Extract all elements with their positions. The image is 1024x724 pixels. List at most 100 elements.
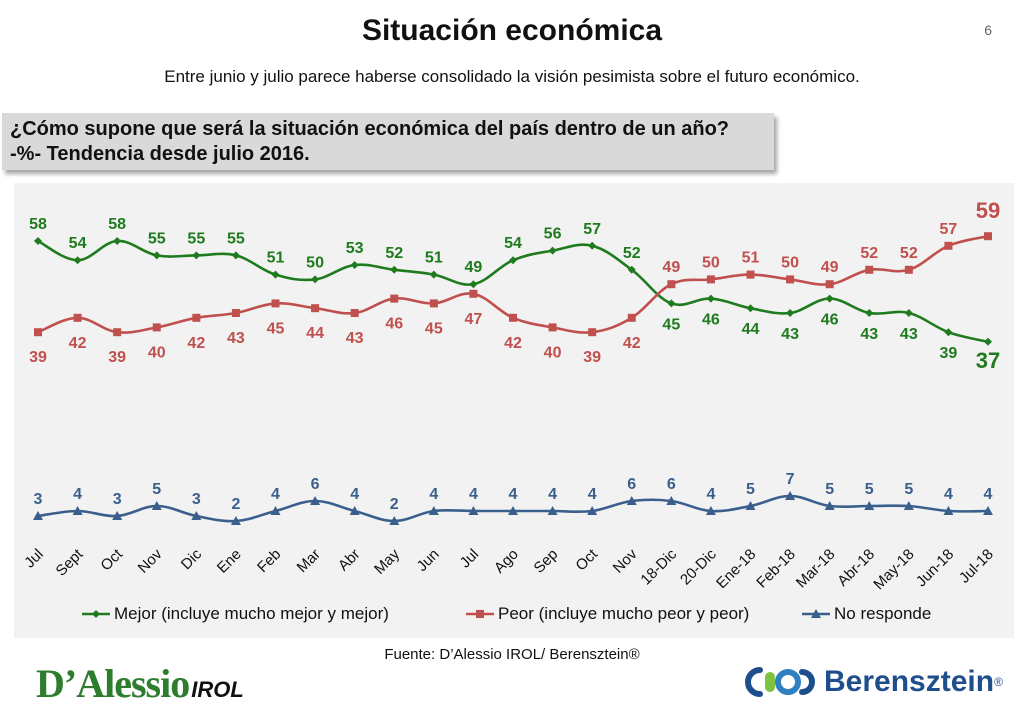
data-label-no-responde: 2 [390, 496, 399, 513]
data-label-no-responde: 4 [548, 486, 557, 503]
data-label-no-responde: 4 [984, 486, 993, 503]
data-label-no-responde: 3 [34, 491, 43, 508]
data-point-peor [271, 299, 280, 308]
data-point-mejor [113, 237, 122, 245]
data-label-peor: 42 [69, 335, 87, 352]
data-label-mejor: 50 [306, 254, 324, 271]
data-label-mejor: 43 [900, 326, 918, 343]
legend-marker-peor [476, 610, 484, 618]
data-point-peor [904, 265, 913, 274]
question-text: ¿Cómo supone que será la situación econó… [10, 118, 730, 140]
data-point-mejor [73, 256, 82, 265]
page-title: Situación económica [361, 14, 663, 47]
data-label-peor: 43 [346, 330, 364, 347]
data-point-no [428, 506, 439, 515]
data-point-mejor [984, 337, 992, 346]
data-label-peor: 39 [583, 349, 601, 366]
data-label-peor: 57 [940, 221, 958, 238]
data-point-peor [34, 328, 42, 337]
source-text: Fuente: D’Alessio IROL/ Berensztein® [384, 646, 640, 663]
data-point-mejor [548, 246, 557, 255]
data-point-mejor [667, 299, 676, 308]
data-point-no [943, 506, 954, 515]
data-label-mejor: 53 [346, 240, 364, 257]
data-point-peor [311, 304, 320, 313]
data-point-mejor [231, 251, 240, 260]
data-point-peor [192, 313, 201, 322]
data-point-no [389, 516, 400, 525]
data-point-no [864, 501, 875, 510]
data-point-mejor [350, 261, 359, 269]
data-point-no [72, 506, 83, 515]
data-label-peor: 45 [425, 320, 443, 337]
data-label-mejor: 39 [940, 345, 958, 362]
data-point-peor [548, 323, 557, 332]
data-point-no [547, 506, 558, 515]
legend-label-mejor: Mejor (incluye mucho mejor y mejor) [114, 604, 389, 623]
data-point-mejor [390, 265, 399, 274]
series-line-mejor [37, 239, 989, 344]
data-point-mejor [706, 294, 715, 303]
data-label-no-responde: 6 [667, 476, 676, 493]
data-label-no-responde: 5 [825, 481, 834, 498]
data-label-no-responde: 3 [113, 491, 122, 508]
x-tick-label: 20-Dic [677, 545, 720, 588]
data-label-no-responde: 4 [944, 486, 953, 503]
data-label-mejor: 44 [742, 321, 760, 338]
data-label-mejor: 46 [821, 312, 839, 329]
dalessio-logo-irol: IROL [191, 677, 244, 702]
data-point-peor [706, 275, 715, 284]
x-tick-label: Oct [572, 545, 601, 574]
data-label-mejor: 54 [504, 235, 522, 252]
data-point-mejor [865, 309, 874, 317]
data-point-mejor [469, 280, 478, 289]
x-tick-label: 18-Dic [637, 545, 680, 588]
data-point-peor [984, 232, 992, 241]
page-subtitle: Entre junio y julio parece haberse conso… [164, 67, 860, 86]
data-label-no-responde: 4 [73, 486, 82, 503]
data-point-mejor [152, 251, 161, 260]
x-tick-label: Ago [491, 546, 522, 577]
berensztein-logo: Berensztein ® [738, 662, 1003, 702]
data-point-mejor [588, 241, 597, 250]
data-point-peor [231, 309, 240, 317]
data-point-no [468, 506, 479, 515]
data-label-mejor: 51 [425, 250, 443, 267]
data-point-no [666, 496, 677, 505]
data-point-no [745, 501, 756, 510]
x-tick-label: May-18 [870, 546, 917, 593]
data-point-mejor [429, 270, 438, 279]
data-point-peor [944, 241, 953, 250]
legend-label-no: No responde [834, 604, 931, 623]
berensztein-logo-reg: ® [994, 675, 1003, 689]
data-label-mejor: 52 [623, 245, 641, 262]
data-label-mejor: 55 [227, 230, 245, 247]
data-label-peor: 39 [29, 349, 47, 366]
berensztein-logo-icon [745, 667, 815, 697]
data-label-mejor: 49 [465, 259, 483, 276]
legend-label-peor: Peor (incluye mucho peor y peor) [498, 604, 749, 623]
x-tick-label: Jul [21, 546, 47, 572]
data-label-no-responde: 5 [904, 481, 913, 498]
x-tick-label: Ene-18 [713, 546, 759, 592]
data-point-no [903, 501, 914, 510]
data-point-mejor [192, 251, 201, 260]
data-label-mejor: 43 [860, 326, 878, 343]
data-point-no [785, 491, 796, 500]
data-point-mejor [904, 309, 913, 317]
data-label-peor: 51 [742, 250, 760, 267]
data-label-peor: 45 [267, 320, 285, 337]
data-point-no [508, 506, 518, 515]
data-label-peor: 50 [702, 254, 720, 271]
data-point-no [626, 496, 637, 505]
x-tick-label: Jul-18 [956, 546, 997, 587]
data-label-mejor: 46 [702, 312, 720, 329]
data-point-mejor [944, 328, 953, 337]
data-point-mejor [627, 265, 636, 274]
data-point-no [983, 506, 993, 515]
x-tick-label: Jun-18 [913, 546, 957, 590]
data-point-mejor [786, 309, 795, 317]
dalessio-logo: D’AlessioIROL [36, 660, 244, 707]
data-point-no [112, 511, 123, 520]
data-point-peor [865, 265, 874, 274]
